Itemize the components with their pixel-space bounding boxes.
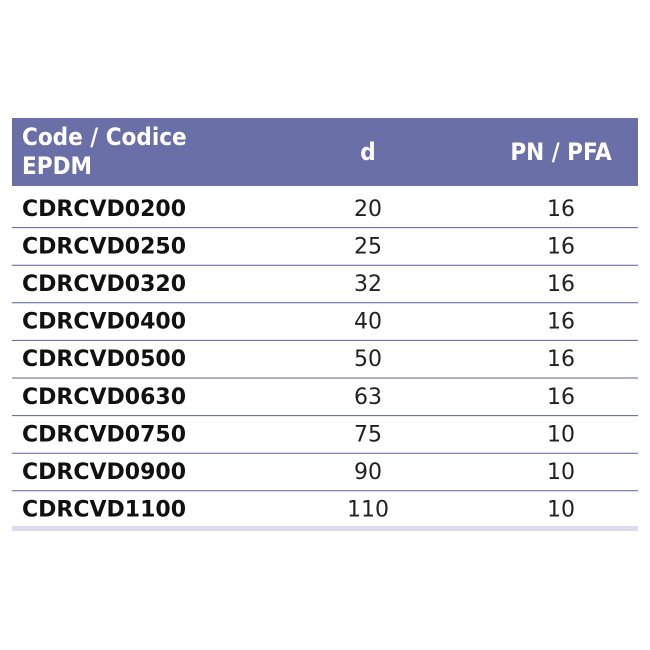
cell-value: 16: [547, 197, 575, 222]
cell-value: 16: [547, 310, 575, 335]
header-cell: d: [360, 138, 375, 166]
cell-value: 16: [547, 385, 575, 410]
header-band: [12, 118, 638, 186]
cell-value: 75: [354, 422, 382, 447]
cell-code: CDRCVD0320: [22, 272, 186, 297]
cell-code: CDRCVD0630: [22, 385, 186, 410]
cell-value: 16: [547, 272, 575, 297]
cell-code: CDRCVD0750: [22, 422, 186, 447]
footer-band: [12, 526, 638, 531]
cell-value: 10: [547, 498, 575, 523]
cell-value: 25: [354, 234, 382, 259]
cell-value: 10: [547, 460, 575, 485]
cell-value: 16: [547, 234, 575, 259]
cell-code: CDRCVD1100: [22, 498, 186, 523]
cell-value: 40: [354, 310, 382, 335]
cell-value: 20: [354, 197, 382, 222]
header-cell: PN / PFA: [510, 138, 612, 166]
cell-value: 10: [547, 422, 575, 447]
cell-code: CDRCVD0400: [22, 310, 186, 335]
cell-code: CDRCVD0500: [22, 347, 186, 372]
cell-value: 16: [547, 347, 575, 372]
cell-value: 50: [354, 347, 382, 372]
cell-value: 32: [354, 272, 382, 297]
header-cell: Code / Codice: [22, 123, 187, 151]
cell-value: 90: [354, 460, 382, 485]
cell-code: CDRCVD0250: [22, 234, 186, 259]
cell-value: 63: [354, 385, 382, 410]
cell-code: CDRCVD0200: [22, 197, 186, 222]
header-cell: EPDM: [22, 152, 92, 180]
cell-code: CDRCVD0900: [22, 460, 186, 485]
cell-value: 110: [347, 498, 389, 523]
